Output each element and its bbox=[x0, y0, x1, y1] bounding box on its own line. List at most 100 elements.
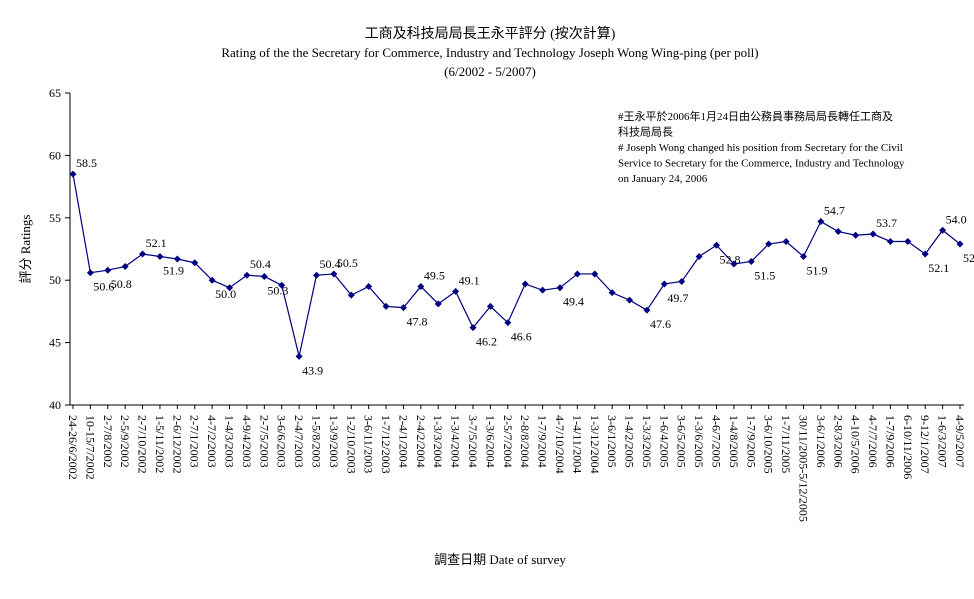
data-label: 47.8 bbox=[406, 315, 427, 329]
y-tick-label: 60 bbox=[49, 148, 61, 162]
data-point bbox=[678, 277, 686, 285]
data-label: 50.4 bbox=[250, 257, 271, 271]
data-point bbox=[852, 231, 860, 239]
data-point bbox=[330, 270, 338, 278]
chart-subtitle: Rating of the the Secretary for Commerce… bbox=[221, 45, 758, 60]
data-point bbox=[834, 228, 842, 236]
x-tick-label: 2-7/10/2002 bbox=[136, 415, 150, 474]
x-tick-label: 3-6/1/2006 bbox=[814, 415, 828, 468]
x-tick-label: 2-7/5/2003 bbox=[257, 415, 271, 468]
data-point bbox=[556, 284, 564, 292]
data-label: 49.1 bbox=[459, 273, 480, 287]
x-tick-label: 2-6/12/2002 bbox=[170, 415, 184, 474]
y-tick-label: 40 bbox=[49, 398, 61, 412]
data-point bbox=[956, 240, 964, 248]
data-point bbox=[260, 272, 268, 280]
data-point bbox=[365, 282, 373, 290]
x-tick-label: 1-3/6/2005 bbox=[692, 415, 706, 468]
x-tick-label: 30/11/2005-5/12/2005 bbox=[796, 415, 810, 522]
data-point bbox=[573, 270, 581, 278]
data-point bbox=[121, 262, 129, 270]
data-point bbox=[434, 300, 442, 308]
data-point bbox=[469, 324, 477, 332]
data-point bbox=[591, 270, 599, 278]
x-tick-label: 1-3/9/2003 bbox=[327, 415, 341, 468]
x-tick-label: 2-5/7/2004 bbox=[501, 415, 515, 468]
x-tick-label: 2-4/7/2003 bbox=[292, 415, 306, 468]
x-tick-label: 1-3/3/2005 bbox=[640, 415, 654, 468]
data-label: 50.8 bbox=[111, 277, 132, 291]
annotation: Service to Secretary for the Commerce, I… bbox=[618, 158, 905, 170]
x-tick-label: 9-12/1/2007 bbox=[918, 415, 932, 474]
x-tick-label: 4-9/5/2007 bbox=[953, 415, 967, 468]
x-tick-label: 1-7/12/2003 bbox=[379, 415, 393, 474]
data-label: 52.1 bbox=[928, 261, 949, 275]
x-tick-label: 1-7/9/2006 bbox=[883, 415, 897, 468]
data-point bbox=[382, 302, 390, 310]
y-tick-label: 50 bbox=[49, 273, 61, 287]
x-tick-label: 3-7/5/2004 bbox=[466, 415, 480, 468]
data-label: 50.4 bbox=[319, 257, 340, 271]
x-tick-label: 1-5/11/2002 bbox=[153, 415, 167, 473]
data-point bbox=[486, 302, 494, 310]
data-point bbox=[347, 291, 355, 299]
data-label: 51.5 bbox=[754, 268, 775, 282]
x-tick-label: 2-4/2/2004 bbox=[414, 415, 428, 468]
data-point bbox=[626, 296, 634, 304]
x-tick-label: 1-2/10/2003 bbox=[344, 415, 358, 474]
x-tick-label: 1-4/2/2005 bbox=[623, 415, 637, 468]
y-tick-label: 45 bbox=[49, 336, 61, 350]
annotation: #王永平於2006年1月24日由公務員事務局局長轉任工商及 bbox=[618, 109, 893, 123]
data-point bbox=[243, 271, 251, 279]
x-tick-label: 24-26/6/2002 bbox=[66, 415, 80, 480]
x-tick-label: 10-15/7/2002 bbox=[83, 415, 97, 480]
data-point bbox=[747, 257, 755, 265]
data-point bbox=[173, 255, 181, 263]
x-tick-label: 2-4/1/2004 bbox=[396, 415, 410, 468]
data-label: 47.6 bbox=[650, 317, 671, 331]
y-tick-label: 55 bbox=[49, 211, 61, 225]
data-label: 50.5 bbox=[337, 256, 358, 270]
x-tick-label: 3-6/5/2005 bbox=[675, 415, 689, 468]
data-point bbox=[69, 170, 77, 178]
annotation: on January 24, 2006 bbox=[618, 173, 708, 185]
data-point bbox=[886, 238, 894, 246]
data-label: 50.0 bbox=[215, 287, 236, 301]
data-point bbox=[521, 280, 529, 288]
data-label: 52.9 bbox=[963, 251, 974, 265]
data-label: 52.8 bbox=[720, 252, 741, 266]
data-line bbox=[72, 174, 961, 357]
x-tick-label: 1-7/9/2005 bbox=[744, 415, 758, 468]
data-label: 52.1 bbox=[146, 236, 167, 250]
x-tick-label: 2-7/8/2002 bbox=[101, 415, 115, 468]
data-label: 46.2 bbox=[476, 335, 497, 349]
data-point bbox=[191, 259, 199, 267]
data-point bbox=[713, 241, 721, 249]
x-tick-label: 1-4/8/2005 bbox=[727, 415, 741, 468]
data-point bbox=[226, 284, 234, 292]
chart-title: 工商及科技局局長王永平評分 (按次計算) bbox=[365, 26, 616, 42]
x-tick-label: 1-3/12/2004 bbox=[588, 415, 602, 474]
x-tick-label: 3-6/1/2005 bbox=[605, 415, 619, 468]
data-point bbox=[139, 250, 147, 258]
x-tick-label: 4-7/10/2004 bbox=[553, 415, 567, 474]
data-label: 54.7 bbox=[824, 204, 845, 218]
data-label: 51.9 bbox=[163, 263, 184, 277]
data-point bbox=[730, 260, 738, 268]
x-tick-label: 1-4/11/2004 bbox=[570, 415, 584, 473]
data-point bbox=[539, 286, 547, 294]
x-tick-label: 1-3/4/2004 bbox=[449, 415, 463, 468]
data-point bbox=[921, 250, 929, 258]
data-label: 49.5 bbox=[424, 268, 445, 282]
data-label: 54.0 bbox=[946, 212, 967, 226]
x-tick-label: 1-7/9/2004 bbox=[536, 415, 550, 468]
x-tick-label: 2-5/9/2002 bbox=[118, 415, 132, 468]
data-point bbox=[608, 289, 616, 297]
x-tick-label: 2-8/3/2006 bbox=[831, 415, 845, 468]
x-axis-label: 調查日期 Date of survey bbox=[434, 552, 566, 567]
data-point bbox=[939, 226, 947, 234]
data-point bbox=[208, 276, 216, 284]
x-tick-label: 2-7/1/2003 bbox=[188, 415, 202, 468]
chart-period: (6/2002 - 5/2007) bbox=[444, 64, 536, 79]
x-tick-label: 1-6/3/2007 bbox=[936, 415, 950, 468]
